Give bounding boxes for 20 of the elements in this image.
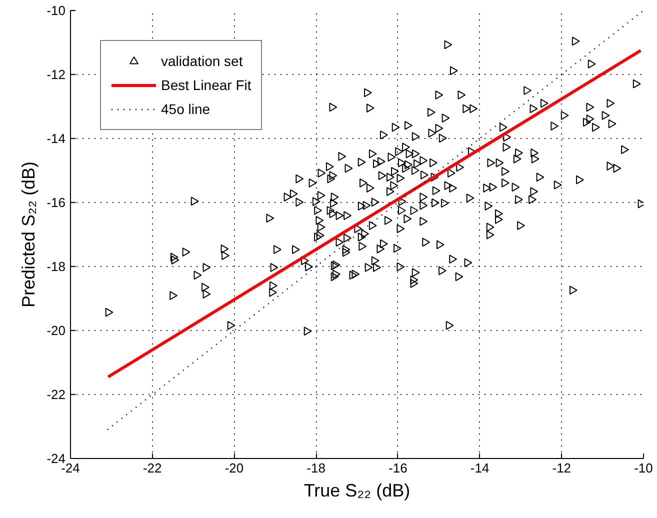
x-tick-label: -20 — [224, 460, 244, 476]
x-tick-label: -10 — [634, 460, 653, 476]
y-axis-title: Predicted S₂₂ (dB) — [18, 161, 39, 308]
x-tick-label: -22 — [142, 460, 162, 476]
x-tick-label: -16 — [388, 460, 408, 476]
y-tick-label: -18 — [46, 259, 66, 274]
y-tick-label: -22 — [46, 387, 66, 402]
legend-label: 45o line — [161, 101, 210, 117]
x-tick-label: -14 — [470, 460, 490, 476]
y-tick-label: -14 — [46, 131, 66, 146]
y-tick-label: -16 — [46, 195, 66, 210]
x-tick-label: -18 — [306, 460, 326, 476]
y-tick-label: -12 — [46, 67, 66, 82]
y-tick-label: -24 — [46, 451, 66, 466]
y-tick-label: -20 — [46, 323, 66, 338]
y-tick-label: -10 — [46, 3, 66, 18]
x-axis-title: True S₂₂ (dB) — [304, 480, 410, 500]
legend-label: Best Linear Fit — [161, 77, 252, 93]
legend-label: validation set — [161, 53, 243, 69]
x-tick-label: -12 — [552, 460, 572, 476]
